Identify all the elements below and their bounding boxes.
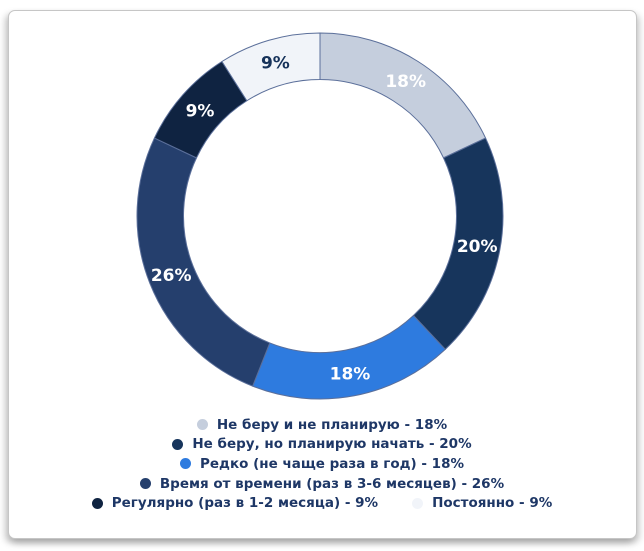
legend-marker-icon [180, 458, 191, 470]
legend-item: Регулярно (раз в 1-2 месяца) - 9% [91, 495, 379, 512]
chart-card [8, 10, 637, 539]
legend-item: Не беру, но планирую начать - 20% [172, 436, 472, 453]
donut-slice [221, 32, 321, 102]
legend-marker-icon [139, 478, 151, 490]
slice-value-label: 26% [151, 266, 192, 286]
slice-value-label: 18% [330, 364, 371, 384]
legend-item: Постоянно - 9% [412, 495, 552, 511]
legend-label: Не беру, но планирую начать - 20% [192, 436, 472, 453]
donut-slice [252, 315, 446, 400]
legend-label: Постоянно - 9% [432, 495, 553, 512]
legend-row: Регулярно (раз в 1-2 месяца) - 9% Постоя… [91, 493, 552, 513]
legend-row: Не беру, но планирую начать - 20% [172, 435, 472, 455]
legend-row: Время от времени (раз в 3-6 месяцев) - 2… [139, 474, 505, 494]
slice-value-label: 18% [385, 72, 426, 92]
legend-label: Регулярно (раз в 1-2 месяца) - 9% [111, 495, 379, 512]
chart-legend: Не беру и не планирую - 18% Не беру, но … [8, 415, 636, 513]
legend-marker-icon [91, 497, 103, 509]
legend-item: Не беру и не планирую - 18% [196, 416, 448, 433]
slice-value-label: 20% [457, 237, 498, 257]
legend-label: Редко (не чаще раза в год) - 18% [200, 455, 464, 472]
slice-value-label: 9% [186, 101, 215, 121]
legend-item: Редко (не чаще раза в год) - 18% [180, 456, 464, 472]
slice-value-label: 9% [261, 54, 290, 74]
legend-label: Не беру и не планирую - 18% [216, 416, 448, 433]
donut-slice [136, 137, 271, 387]
legend-row: Редко (не чаще раза в год) - 18% [180, 454, 464, 474]
legend-item: Время от времени (раз в 3-6 месяцев) - 2… [139, 475, 505, 492]
legend-marker-icon [172, 438, 184, 450]
legend-marker-icon [412, 497, 424, 509]
donut-slice [319, 32, 487, 159]
legend-marker-icon [196, 419, 208, 431]
legend-row: Не беру и не планирую - 18% [196, 415, 448, 435]
legend-label: Время от времени (раз в 3-6 месяцев) - 2… [159, 475, 505, 492]
